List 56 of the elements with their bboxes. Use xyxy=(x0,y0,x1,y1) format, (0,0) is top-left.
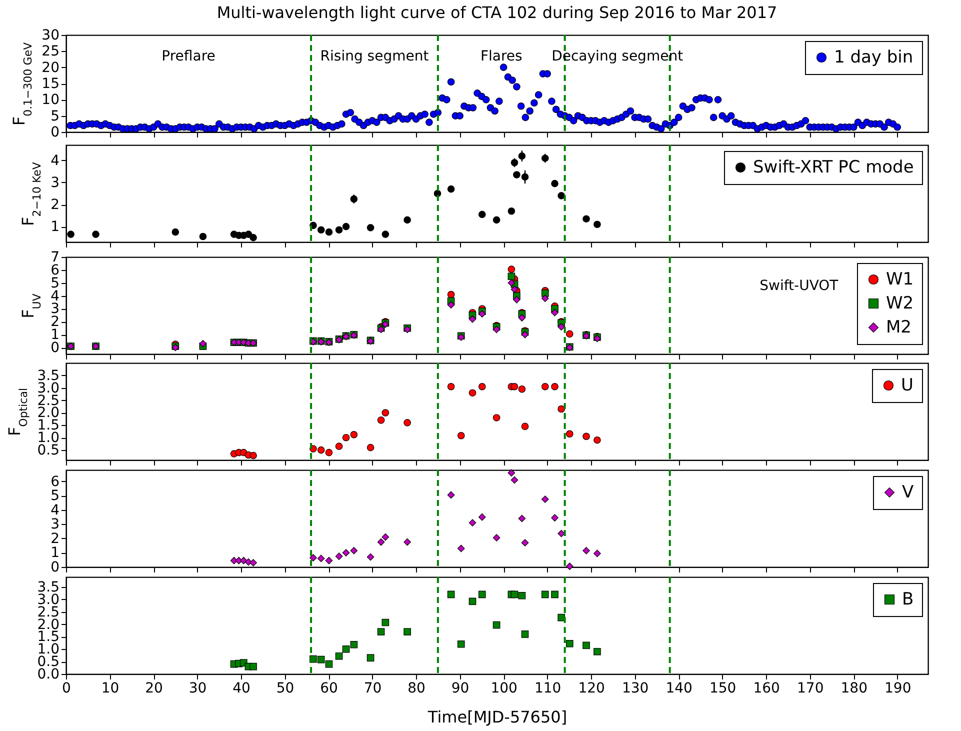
x-tick-label: 160 xyxy=(753,680,780,696)
x-tick-label: 150 xyxy=(709,680,736,696)
x-tick-label: 0 xyxy=(62,680,71,696)
x-axis-title: Time[MJD-57650] xyxy=(426,708,568,726)
y-tick-label: 2 xyxy=(50,530,60,547)
x-tick-label: 40 xyxy=(232,680,250,696)
y-tick-label: 20 xyxy=(42,60,60,76)
y-tick-label: 3 xyxy=(50,516,60,533)
y-tick-label: 0 xyxy=(50,340,60,356)
y-tick-label: 4 xyxy=(50,152,60,169)
x-tick-label: 70 xyxy=(364,680,382,696)
legend-label: 1 day bin xyxy=(834,48,914,68)
y-tick-label: 2 xyxy=(50,197,60,214)
x-tick-label: 80 xyxy=(408,680,426,696)
y-tick-label: 10 xyxy=(42,92,60,108)
x-tick-label: 180 xyxy=(840,680,868,696)
y-tick-label: 5 xyxy=(50,488,60,504)
legend-label: U xyxy=(901,376,914,396)
y-tick-label: 4 xyxy=(50,502,60,518)
x-tick-label: 140 xyxy=(666,680,692,696)
chart-title: Multi-wavelength light curve of CTA 102 during Sep 2016 to Mar 2017 xyxy=(216,3,778,22)
y-tick-label: 0 xyxy=(50,560,60,576)
x-tick-label: 30 xyxy=(188,680,207,696)
y-tick-label: 15 xyxy=(42,76,60,92)
x-tick-label: 20 xyxy=(145,680,163,696)
y-tick-label: 5 xyxy=(50,108,60,124)
legend-label: B xyxy=(902,590,914,610)
legend-label: W1 xyxy=(886,270,914,290)
y-tick-label: 0.0 xyxy=(37,666,60,682)
x-tick-label: 100 xyxy=(490,680,518,696)
legend-label: Swift-XRT PC mode xyxy=(753,158,914,178)
legend-label: M2 xyxy=(886,318,912,338)
y-tick-label: 1 xyxy=(50,545,60,562)
x-tick-label: 90 xyxy=(451,680,470,696)
y-tick-label: 30 xyxy=(42,28,60,44)
y-tick-label: 1 xyxy=(50,219,60,236)
annotation: Decaying segment xyxy=(552,48,684,64)
annotation: Rising segment xyxy=(320,48,430,64)
y-tick-label: 25 xyxy=(42,44,60,60)
x-tick-label: 190 xyxy=(884,680,912,696)
legend-label: V xyxy=(902,482,914,502)
y-tick-label: 0 xyxy=(50,124,60,140)
annotation: Swift-UVOT xyxy=(760,278,839,294)
y-tick-label: 6 xyxy=(50,474,60,490)
x-tick-label: 10 xyxy=(101,680,120,696)
y-tick-label: 0.5 xyxy=(37,442,60,459)
annotation: Preflare xyxy=(162,48,216,64)
x-tick-label: 170 xyxy=(796,680,824,696)
x-tick-label: 110 xyxy=(534,680,562,696)
x-tick-label: 50 xyxy=(276,680,294,696)
annotation: Flares xyxy=(480,48,522,64)
y-tick-label: 3 xyxy=(50,174,60,191)
legend-label: W2 xyxy=(886,294,914,314)
x-tick-label: 60 xyxy=(320,680,338,696)
x-tick-label: 120 xyxy=(578,680,605,696)
x-tick-label: 130 xyxy=(622,680,649,696)
